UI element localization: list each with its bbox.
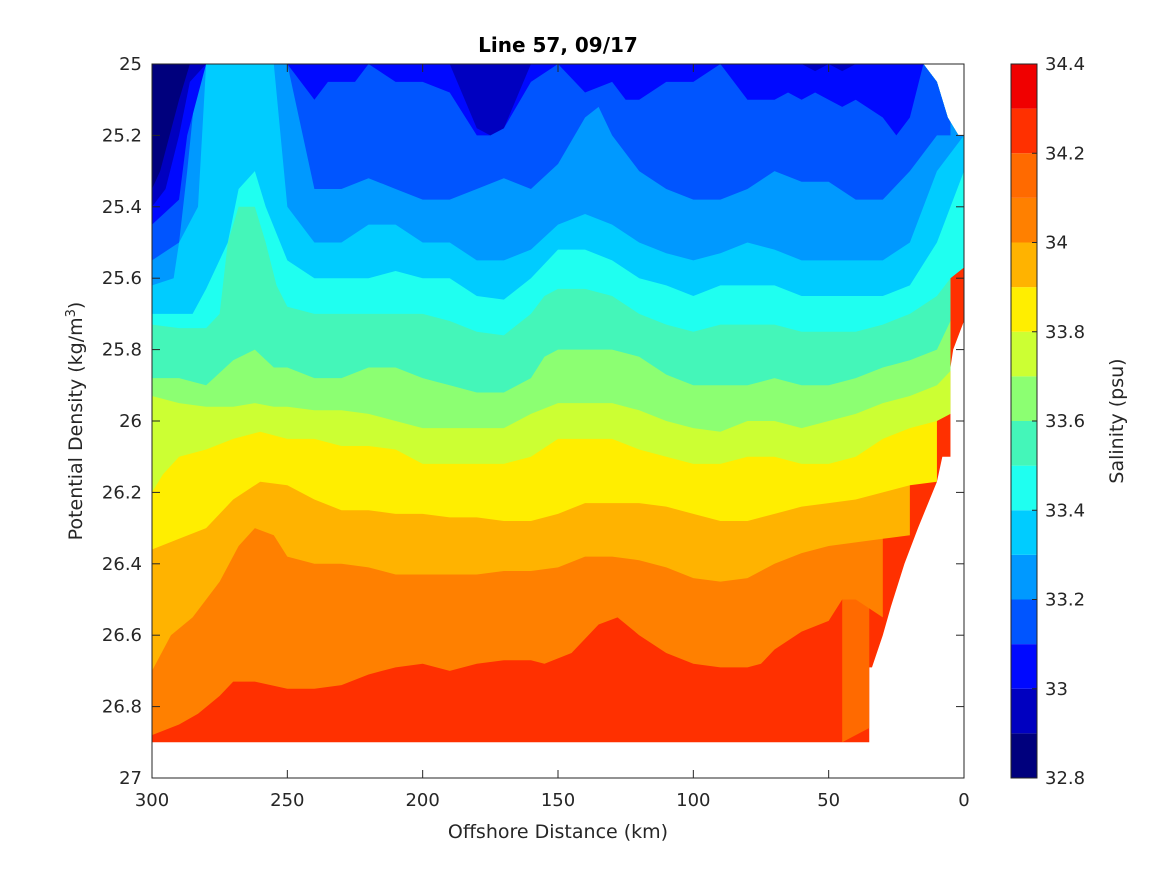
x-tick-label: 150: [541, 790, 575, 811]
x-tick-label: 50: [817, 790, 840, 811]
y-tick-label: 25: [119, 54, 142, 75]
colorbar: 32.8 33 33.2 33.4 33.6 33.8 34 34.2 34.4: [1010, 54, 1085, 789]
x-tick-label: 300: [135, 790, 169, 811]
y-tick-label: 27: [119, 768, 142, 789]
colorbar-swatch: [1011, 331, 1037, 377]
colorbar-label: Salinity (psu): [1106, 358, 1128, 483]
y-tick-label: 26.2: [102, 482, 142, 503]
y-tick-label: 26: [119, 411, 142, 432]
x-axis-label: Offshore Distance (km): [448, 821, 668, 843]
colorbar-swatch: [1011, 510, 1037, 555]
x-tick-label: 250: [270, 790, 304, 811]
colorbar-swatch: [1011, 287, 1037, 332]
colorbar-swatch: [1011, 197, 1037, 243]
colorbar-swatch: [1011, 644, 1037, 689]
colorbar-swatch: [1011, 242, 1037, 288]
colorbar-swatch: [1011, 153, 1037, 198]
y-tick-label: 25.2: [102, 125, 142, 146]
contour-band: [152, 64, 951, 261]
x-tick-label: 100: [676, 790, 710, 811]
colorbar-tick-label: 34.4: [1045, 54, 1085, 75]
colorbar-swatch: [1011, 599, 1037, 645]
y-axis-label: Potential Density (kg/m3): [64, 302, 87, 541]
contour-fills: [152, 64, 964, 743]
colorbar-tick-label: 33.8: [1045, 322, 1085, 343]
x-tick-label: 200: [405, 790, 439, 811]
contour-band: [152, 64, 924, 225]
y-axis-label-close: ): [65, 302, 87, 309]
x-axis-ticks: 300 250 200 150 100 50 0: [135, 64, 970, 811]
colorbar-swatch: [1011, 554, 1037, 600]
colorbar-swatch: [1011, 465, 1037, 511]
x-tick-label: 0: [958, 790, 969, 811]
y-axis-label-superscript: 3: [64, 309, 79, 317]
colorbar-tick-label: 32.8: [1045, 768, 1085, 789]
y-tick-label: 26.8: [102, 697, 142, 718]
y-tick-label: 26.6: [102, 625, 142, 646]
colorbar-tick-label: 34: [1045, 233, 1068, 254]
colorbar-swatch: [1011, 688, 1037, 734]
colorbar-swatch: [1011, 421, 1037, 466]
y-tick-label: 25.6: [102, 268, 142, 289]
y-tick-label: 25.4: [102, 197, 142, 218]
colorbar-tick-label: 34.2: [1045, 143, 1085, 164]
colorbar-tick-label: 33.6: [1045, 411, 1085, 432]
contour-bands: [152, 64, 964, 743]
colorbar-swatch: [1011, 733, 1037, 778]
colorbar-tick-label: 33.2: [1045, 590, 1085, 611]
y-tick-label: 25.8: [102, 340, 142, 361]
colorbar-tick-label: 33.4: [1045, 500, 1085, 521]
colorbar-swatch: [1011, 64, 1037, 109]
colorbar-swatch: [1011, 376, 1037, 421]
y-axis-label-main: Potential Density (kg/m: [65, 317, 87, 540]
contour-band: [152, 64, 220, 189]
y-tick-label: 26.4: [102, 554, 142, 575]
colorbar-tick-label: 33: [1045, 679, 1068, 700]
chart-title: Line 57, 09/17: [478, 33, 638, 57]
y-axis-ticks: 25 25.2 25.4 25.6 25.8 26 26.2 26.4 26.6 26.8 27: [102, 54, 964, 789]
colorbar-swatch: [1011, 108, 1037, 154]
